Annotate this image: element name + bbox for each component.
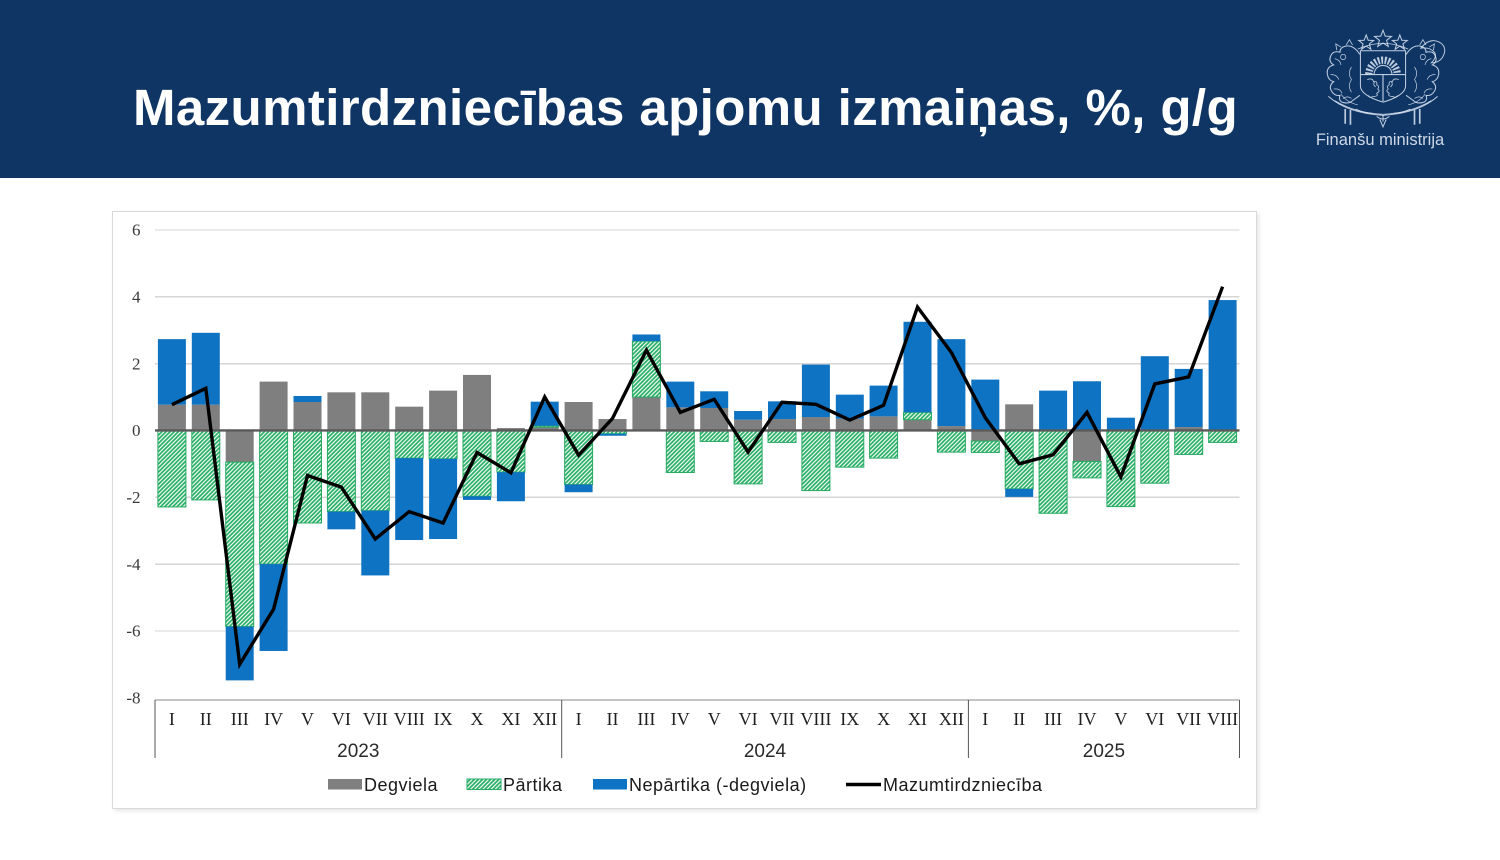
svg-text:II: II xyxy=(200,709,212,729)
svg-text:V: V xyxy=(708,709,721,729)
svg-text:-8: -8 xyxy=(126,689,140,708)
svg-text:VIII: VIII xyxy=(800,709,831,729)
svg-text:6: 6 xyxy=(132,221,141,240)
svg-text:I: I xyxy=(169,709,175,729)
svg-text:IX: IX xyxy=(434,709,453,729)
svg-text:I: I xyxy=(576,709,582,729)
svg-text:XI: XI xyxy=(908,709,927,729)
svg-text:IV: IV xyxy=(264,709,283,729)
svg-text:VI: VI xyxy=(739,709,758,729)
svg-text:II: II xyxy=(607,709,619,729)
svg-text:VII: VII xyxy=(363,709,388,729)
svg-text:-2: -2 xyxy=(126,488,140,507)
svg-text:XII: XII xyxy=(939,709,964,729)
svg-text:2025: 2025 xyxy=(1083,741,1125,762)
svg-text:V: V xyxy=(301,709,314,729)
svg-text:VII: VII xyxy=(770,709,795,729)
svg-text:III: III xyxy=(1044,709,1062,729)
svg-text:IV: IV xyxy=(1078,709,1097,729)
svg-text:IX: IX xyxy=(840,709,859,729)
svg-text:VIII: VIII xyxy=(1207,709,1238,729)
svg-text:Pārtika: Pārtika xyxy=(503,775,563,795)
svg-text:II: II xyxy=(1013,709,1025,729)
svg-text:VIII: VIII xyxy=(394,709,425,729)
svg-text:III: III xyxy=(231,709,249,729)
svg-text:2023: 2023 xyxy=(337,741,379,762)
svg-text:XII: XII xyxy=(532,709,557,729)
svg-text:-6: -6 xyxy=(126,622,140,641)
svg-text:Mazumtirdzniecība: Mazumtirdzniecība xyxy=(883,775,1043,795)
svg-text:VII: VII xyxy=(1176,709,1201,729)
svg-text:X: X xyxy=(471,709,484,729)
svg-text:IV: IV xyxy=(671,709,690,729)
svg-text:2024: 2024 xyxy=(744,741,787,762)
svg-text:2: 2 xyxy=(132,354,141,373)
svg-text:III: III xyxy=(637,709,655,729)
svg-text:Degviela: Degviela xyxy=(364,775,439,795)
svg-text:V: V xyxy=(1114,709,1127,729)
svg-text:4: 4 xyxy=(132,288,141,307)
svg-text:VI: VI xyxy=(332,709,351,729)
svg-text:Nepārtika (-degviela): Nepārtika (-degviela) xyxy=(629,775,807,795)
svg-text:XI: XI xyxy=(501,709,520,729)
svg-text:X: X xyxy=(877,709,890,729)
svg-text:I: I xyxy=(982,709,988,729)
svg-text:-4: -4 xyxy=(126,555,141,574)
svg-text:VI: VI xyxy=(1145,709,1164,729)
svg-text:0: 0 xyxy=(132,421,141,440)
